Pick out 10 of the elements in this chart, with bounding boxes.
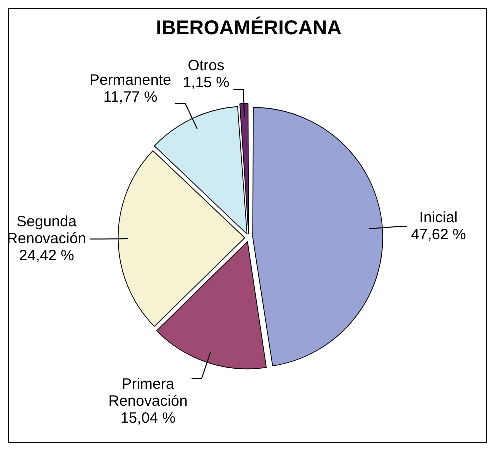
slice-label: Primera Renovación (108, 376, 188, 410)
data-label: 24,42 % (19, 247, 74, 264)
data-label: 15,04 % (120, 410, 176, 428)
data-label: 11,77 % (104, 88, 158, 106)
chart-title: IBEROAMÉRICANA (156, 16, 342, 40)
data-label: 1,15 % (182, 74, 230, 92)
slice-label: Inicial (420, 210, 458, 227)
slice-label: Otros (188, 58, 225, 75)
slice-label: Permanente (90, 72, 172, 89)
data-label: 47,62 % (411, 226, 466, 244)
